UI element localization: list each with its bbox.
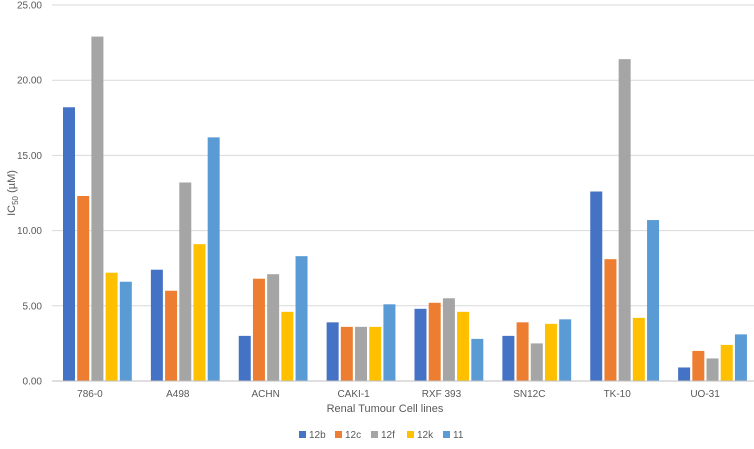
- y-axis-title-subscript: 50: [11, 195, 20, 204]
- y-tick-label: 0.00: [23, 377, 43, 388]
- bar-12f-sn12c: [530, 343, 543, 381]
- bar-12k-achn: [281, 311, 294, 381]
- bar-11-rxf-393: [471, 338, 484, 381]
- bar-11-achn: [295, 256, 308, 381]
- legend-swatch-12f: [371, 431, 378, 438]
- bar-12c-rxf-393: [428, 302, 441, 381]
- bar-11-tk-10: [647, 220, 660, 381]
- bar-11-786-0: [119, 281, 132, 381]
- bar-11-caki-1: [383, 304, 396, 381]
- bar-12b-tk-10: [590, 191, 603, 381]
- bar-12f-tk-10: [618, 59, 631, 381]
- bar-12f-caki-1: [355, 326, 368, 381]
- legend-label-12b: 12b: [309, 430, 326, 441]
- bar-12k-uo-31: [720, 344, 733, 381]
- x-category-label: CAKI-1: [337, 389, 370, 400]
- bar-12c-tk-10: [604, 259, 617, 381]
- bar-12c-caki-1: [340, 326, 353, 381]
- bar-12k-786-0: [105, 272, 118, 381]
- bar-12b-sn12c: [502, 335, 515, 381]
- bars: [63, 36, 747, 382]
- bar-12k-a498: [193, 244, 206, 381]
- bar-12b-rxf-393: [414, 308, 427, 381]
- legend-swatch-12b: [299, 431, 306, 438]
- bar-12f-achn: [267, 274, 280, 381]
- bar-11-sn12c: [559, 319, 572, 381]
- x-category-label: TK-10: [604, 389, 632, 400]
- legend-label-12k: 12k: [417, 430, 434, 441]
- bar-12f-786-0: [91, 36, 104, 382]
- x-category-label: RXF 393: [422, 389, 462, 400]
- legend-swatch-12c: [335, 431, 342, 438]
- bar-12f-uo-31: [706, 358, 719, 381]
- legend-label-12f: 12f: [381, 430, 395, 441]
- legend-label-12c: 12c: [345, 430, 361, 441]
- x-category-label: 786-0: [77, 389, 103, 400]
- legend-swatch-12k: [407, 431, 414, 438]
- y-tick-label: 20.00: [17, 76, 42, 87]
- bar-12k-rxf-393: [457, 311, 470, 381]
- bar-12c-786-0: [77, 196, 90, 381]
- bar-12b-uo-31: [678, 367, 691, 381]
- y-tick-label: 10.00: [17, 226, 42, 237]
- bar-12c-achn: [252, 278, 265, 381]
- bar-11-uo-31: [734, 334, 747, 381]
- bar-12c-uo-31: [692, 350, 705, 381]
- bar-12b-achn: [238, 335, 251, 381]
- bar-12c-a498: [165, 290, 178, 381]
- legend-label-11: 11: [453, 430, 464, 441]
- bar-12f-a498: [179, 182, 192, 381]
- x-axis-categories: 786-0 A498 ACHN CAKI-1 RXF 393 SN12C TK-10 UO-3…: [77, 389, 720, 400]
- bar-12b-a498: [150, 269, 163, 381]
- legend-swatch-11: [443, 431, 450, 438]
- x-category-label: UO-31: [690, 389, 720, 400]
- x-category-label: ACHN: [252, 389, 280, 400]
- y-axis-title-main: IC: [6, 205, 18, 216]
- x-category-label: A498: [166, 389, 190, 400]
- bar-11-a498: [207, 137, 220, 381]
- gridlines: [52, 4, 754, 307]
- legend: 12b 12c 12f 12k 11: [299, 430, 464, 441]
- bar-12k-caki-1: [369, 326, 382, 381]
- bar-12c-sn12c: [516, 322, 529, 381]
- x-category-label: SN12C: [513, 389, 545, 400]
- bar-12b-caki-1: [326, 322, 339, 381]
- bar-12b-786-0: [63, 107, 75, 381]
- x-axis-title: Renal Tumour Cell lines: [327, 403, 444, 415]
- y-axis-ticks: 0.00 5.00 10.00 15.00 20.00 25.00: [17, 1, 42, 388]
- y-tick-label: 5.00: [23, 301, 43, 312]
- bar-12k-sn12c: [544, 323, 557, 381]
- y-axis-title-unit: (µM): [6, 170, 18, 196]
- y-tick-label: 15.00: [17, 151, 42, 162]
- y-tick-label: 25.00: [17, 1, 42, 12]
- bar-12f-rxf-393: [442, 298, 455, 381]
- bar-12k-tk-10: [632, 317, 645, 381]
- y-axis-title: IC50 (µM): [6, 170, 20, 216]
